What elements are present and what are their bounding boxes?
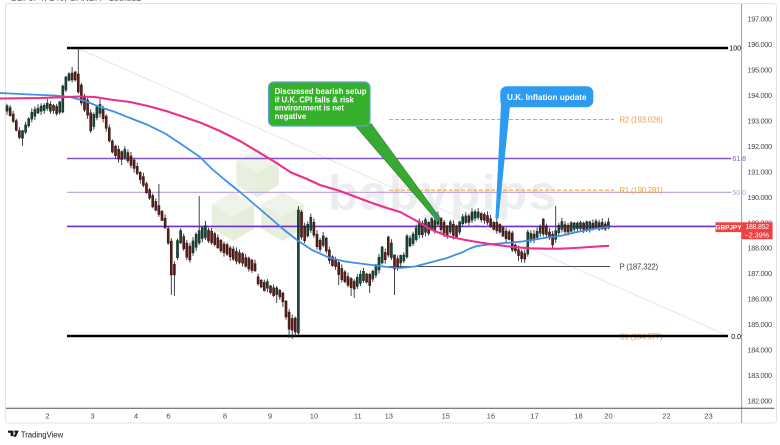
svg-text:23: 23	[704, 412, 712, 421]
svg-text:186.000: 186.000	[748, 295, 773, 304]
svg-text:negative: negative	[275, 112, 307, 121]
svg-text:188.000: 188.000	[748, 244, 773, 253]
svg-text:191.000: 191.000	[748, 167, 773, 176]
svg-text:184.000: 184.000	[748, 346, 773, 355]
svg-text:6: 6	[166, 412, 170, 421]
svg-text:9: 9	[268, 412, 272, 421]
svg-text:if U.K. CPI falls & risk: if U.K. CPI falls & risk	[275, 95, 355, 104]
svg-text:TradingView: TradingView	[21, 430, 64, 439]
svg-text:50.0: 50.0	[732, 190, 746, 197]
svg-text:61.8: 61.8	[732, 156, 746, 163]
svg-text:20: 20	[604, 412, 612, 421]
svg-text:Discussed bearish setup: Discussed bearish setup	[275, 87, 367, 96]
svg-text:17: 17	[530, 412, 538, 421]
svg-text:194.000: 194.000	[748, 91, 773, 100]
svg-text:environment is net: environment is net	[275, 104, 345, 113]
svg-text:P (187.322): P (187.322)	[620, 262, 659, 271]
svg-text:197.000: 197.000	[748, 15, 773, 24]
svg-text:187.000: 187.000	[748, 269, 773, 278]
svg-text:−2.39%: −2.39%	[745, 230, 770, 239]
svg-text:190.000: 190.000	[748, 193, 773, 202]
svg-text:U.K. Inflation update: U.K. Inflation update	[507, 93, 587, 102]
svg-text:R2 (193.026): R2 (193.026)	[620, 115, 664, 124]
svg-text:8: 8	[223, 412, 227, 421]
svg-text:195.000: 195.000	[748, 66, 773, 75]
svg-text:192.000: 192.000	[748, 142, 773, 151]
svg-text:185.000: 185.000	[748, 320, 773, 329]
svg-text:193.000: 193.000	[748, 117, 773, 126]
svg-text:183.000: 183.000	[748, 371, 773, 380]
svg-text:22: 22	[662, 412, 670, 421]
svg-text:3: 3	[90, 412, 94, 421]
svg-text:4: 4	[134, 412, 138, 421]
svg-text:196.000: 196.000	[748, 40, 773, 49]
svg-text:R1 (190.281): R1 (190.281)	[620, 186, 664, 195]
svg-text:100: 100	[729, 46, 741, 53]
svg-text:13: 13	[385, 412, 393, 421]
svg-text:2: 2	[45, 412, 49, 421]
svg-text:18: 18	[574, 412, 582, 421]
svg-text:182.000: 182.000	[748, 396, 773, 405]
svg-text:15: 15	[442, 412, 450, 421]
svg-text:GBPJPY, 240, OANDA · 188.852: GBPJPY, 240, OANDA · 188.852	[10, 0, 141, 3]
svg-text:10: 10	[310, 412, 318, 421]
svg-text:188.852: 188.852	[745, 224, 769, 231]
svg-text:GBPJPY: GBPJPY	[716, 224, 743, 231]
svg-text:0.0: 0.0	[731, 334, 741, 341]
svg-text:11: 11	[354, 412, 362, 421]
svg-text:16: 16	[487, 412, 495, 421]
